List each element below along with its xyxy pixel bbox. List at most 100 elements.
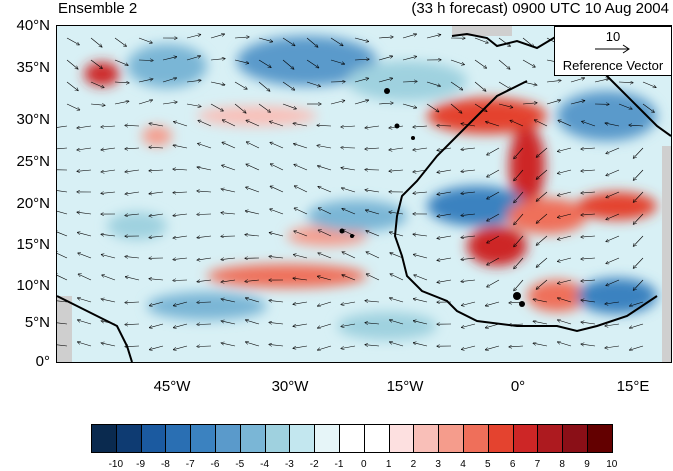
wind-vector (536, 147, 548, 157)
wind-vector (57, 344, 68, 347)
wind-vector (462, 301, 476, 306)
wind-vector (558, 235, 572, 240)
colorbar-cell (91, 424, 117, 453)
wind-vector (461, 148, 476, 150)
wind-vector (125, 324, 140, 325)
wind-vector (293, 123, 308, 127)
wind-vector (413, 299, 428, 303)
wind-vector (389, 212, 404, 215)
coastline-south-america (57, 295, 133, 362)
wind-vector (174, 122, 188, 127)
colorbar-cell (264, 424, 291, 453)
wind-vector (426, 35, 441, 39)
wind-vector (342, 209, 356, 215)
wind-vector (222, 120, 236, 127)
wind-vector (606, 235, 620, 242)
wind-vector (437, 169, 452, 172)
wind-vector (197, 257, 212, 260)
wind-vector (221, 299, 236, 303)
shaded-anomalies (84, 36, 657, 340)
wind-vector (642, 103, 654, 112)
wind-vector (57, 125, 68, 128)
lat-label-5n: 5°N (24, 314, 50, 331)
colorbar-tick-label: -4 (260, 459, 270, 470)
wind-vector (186, 35, 201, 39)
wind-vector (306, 59, 319, 68)
wind-vector (437, 126, 452, 127)
wind-vector (221, 213, 236, 214)
wind-vector (197, 280, 212, 282)
wind-vector (514, 235, 524, 247)
colorbar-cell (363, 424, 390, 453)
wind-vector (270, 122, 284, 127)
colorbar-tick-label: 7 (534, 459, 541, 470)
colorbar-tick-label: -6 (210, 459, 220, 470)
wind-vector (269, 300, 284, 302)
colorbar-cell (190, 424, 216, 453)
wind-vector (536, 191, 548, 201)
wind-vector (486, 122, 500, 127)
wind-vector (173, 169, 188, 170)
wind-vector (618, 103, 632, 109)
wind-vector (125, 277, 140, 281)
wind-vector (486, 345, 500, 350)
wind-vector (341, 301, 356, 305)
wind-vector (642, 81, 656, 87)
wind-vector (606, 191, 620, 198)
wind-vector (198, 144, 212, 149)
wind-vector (162, 78, 176, 83)
wind-vector (293, 278, 308, 280)
wind-vector (197, 236, 212, 238)
wind-vector (414, 275, 428, 281)
wind-vector (270, 142, 284, 149)
wind-vector (510, 120, 524, 127)
wind-vector (258, 81, 270, 91)
wind-vector (221, 321, 236, 325)
wind-vector (474, 81, 486, 91)
wind-vector (581, 192, 596, 193)
wind-vector (558, 257, 572, 262)
wind-vector (437, 235, 452, 238)
wind-vector (633, 147, 644, 158)
colorbar-tick-label: 6 (509, 459, 516, 470)
colorbar-tick-label: 8 (559, 459, 565, 470)
wind-vector (245, 235, 260, 236)
wind-vector (246, 120, 260, 127)
wind-vector (413, 147, 428, 150)
wind-vector (522, 103, 537, 104)
reference-arrow-icon (595, 44, 630, 54)
wind-vector (57, 190, 68, 193)
wind-vector (498, 103, 513, 108)
wind-vector (533, 321, 548, 325)
colorbar-tick-label: 2 (410, 459, 417, 470)
wind-vector (605, 123, 620, 127)
wind-vector (498, 37, 510, 46)
wind-vector (101, 299, 116, 303)
coastline-west-africa (393, 80, 658, 333)
wind-vector (150, 301, 164, 306)
wind-vector (605, 301, 620, 304)
wind-vector (125, 191, 140, 194)
wind-vector (581, 170, 596, 171)
wind-vector (514, 279, 524, 291)
wind-vector (390, 298, 404, 303)
wind-vector (365, 323, 380, 324)
colorbar-tick-label: -3 (284, 459, 294, 470)
wind-vector (514, 169, 524, 181)
wind-vector (101, 126, 116, 127)
wind-vector (354, 37, 369, 42)
wind-vector (125, 257, 140, 259)
colorbar-cell (339, 424, 365, 453)
wind-vector (138, 37, 152, 43)
wind-vector (234, 103, 246, 113)
lon-label-30w: 30°W (271, 378, 309, 395)
wind-vector (210, 34, 224, 39)
lat-label-25n: 25°N (16, 153, 50, 170)
wind-vector (245, 280, 260, 282)
wind-vector (150, 323, 164, 328)
wind-vector (57, 300, 68, 303)
wind-vector (330, 101, 345, 105)
wind-vector (437, 191, 452, 194)
wind-vector (558, 298, 572, 303)
wind-vector (138, 79, 153, 83)
